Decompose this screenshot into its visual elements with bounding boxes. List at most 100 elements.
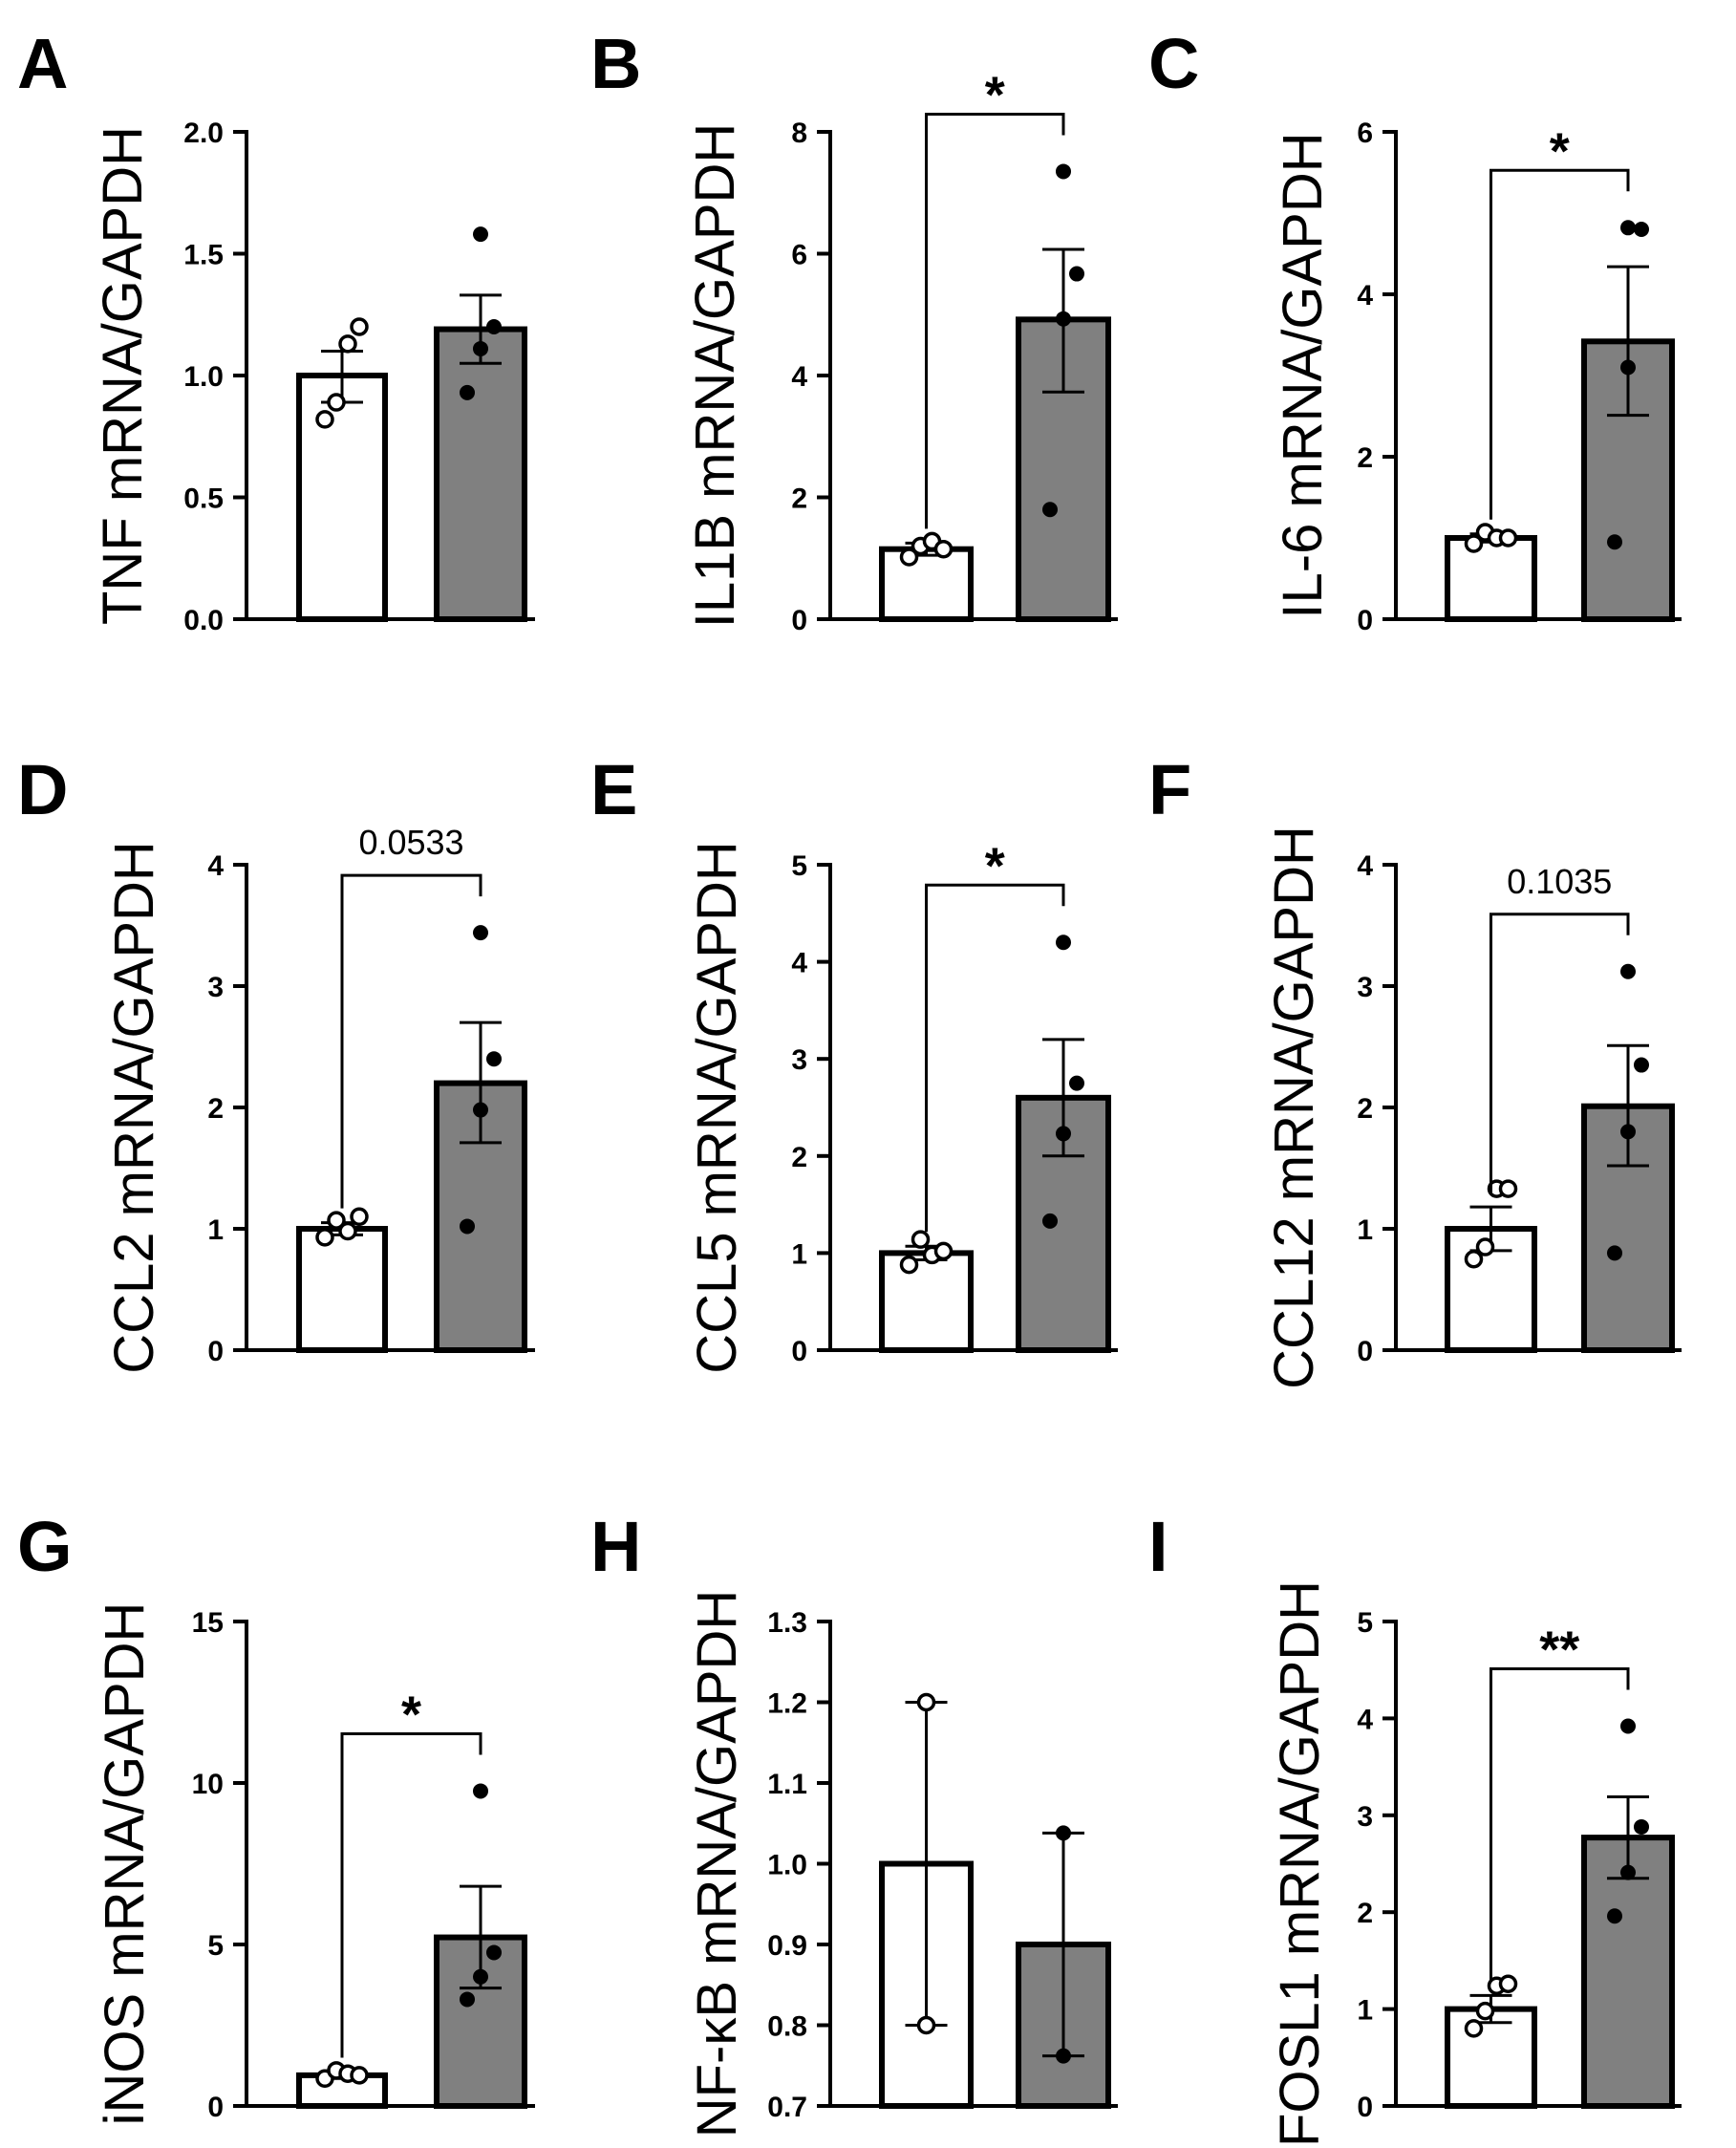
data-point-treated	[460, 1991, 475, 2008]
y-tick-label: 3	[1357, 1801, 1373, 1833]
data-point-control	[315, 410, 334, 429]
panel-B: B IL1B mRNA/GAPDH 0 2 4 6 8 *	[590, 24, 1118, 636]
data-point-treated	[473, 925, 488, 941]
data-point-treated	[1056, 2048, 1071, 2064]
y-tick-label: 2	[791, 483, 807, 515]
y-axis-label: iNOS mRNA/GAPDH	[94, 1602, 156, 2126]
panel-D: D CCL2 mRNA/GAPDH 0 1 2 3 4 0.0533	[17, 750, 535, 1374]
y-tick-label: 2	[1357, 442, 1373, 474]
data-point-treated	[473, 1968, 488, 1985]
data-point-control	[350, 317, 369, 336]
y-axis-label: TNF mRNA/GAPDH	[92, 126, 154, 625]
data-point-control	[350, 1207, 369, 1227]
panel-letter: D	[17, 750, 68, 829]
data-point-treated	[1620, 963, 1636, 979]
y-tick-label: 4	[791, 948, 807, 979]
data-point-control	[1498, 528, 1518, 548]
y-tick-label: 1	[207, 1214, 224, 1246]
y-tick-label: 2	[207, 1093, 224, 1125]
data-point-treated	[460, 384, 475, 400]
significance-bracket	[925, 112, 1065, 529]
significance-bracket	[1490, 1667, 1630, 1982]
y-tick-label: 4	[1357, 1704, 1373, 1735]
panel-E: E CCL5 mRNA/GAPDH 0 1 2 3 4 5 *	[590, 750, 1118, 1374]
panel-letter: A	[17, 24, 68, 103]
y-axis-label: FOSL1 mRNA/GAPDH	[1269, 1580, 1331, 2143]
data-point-treated	[1620, 1864, 1636, 1880]
data-point-treated	[1042, 1213, 1058, 1229]
y-tick-label: 1	[1357, 1995, 1373, 2027]
data-point-treated	[473, 226, 488, 243]
data-point-treated	[1607, 1908, 1622, 1924]
panel-letter: H	[590, 1507, 641, 1586]
bar-treated	[434, 326, 527, 622]
significance-label: 0.0533	[358, 823, 463, 862]
y-tick-label: 0	[791, 605, 807, 636]
y-tick-label: 3	[207, 972, 224, 1003]
significance-label: **	[1539, 1622, 1579, 1679]
data-point-treated	[1056, 163, 1071, 180]
y-tick-label: 4	[791, 361, 807, 393]
data-point-control	[338, 334, 357, 354]
data-point-control	[315, 1228, 334, 1247]
data-point-control	[1498, 1974, 1518, 1993]
y-tick-label: 1.3	[767, 1607, 807, 1639]
data-point-control	[933, 1241, 954, 1261]
data-point-control	[916, 1692, 936, 1712]
panel-C: C IL-6 mRNA/GAPDH 0 2 4 6 *	[1148, 24, 1682, 636]
bar-control	[879, 546, 974, 622]
panel-letter: I	[1148, 1507, 1168, 1586]
data-point-treated	[1069, 1075, 1084, 1091]
data-point-treated	[1634, 222, 1649, 237]
bar-control	[879, 1250, 974, 1354]
data-point-treated	[1634, 1057, 1649, 1073]
y-tick-label: 3	[791, 1044, 807, 1076]
y-tick-label: 6	[1357, 118, 1373, 149]
y-tick-label: 0	[1357, 605, 1373, 636]
data-point-treated	[473, 340, 488, 356]
y-tick-label: 0	[1357, 2092, 1373, 2123]
significance-bracket	[925, 883, 1065, 1233]
data-point-control	[338, 1221, 357, 1241]
panel-A: A TNF mRNA/GAPDH 0.0 0.5 1.0 1.5 2.0	[17, 24, 535, 636]
data-point-treated	[460, 1218, 475, 1235]
data-point-control	[1464, 1250, 1484, 1269]
y-tick-label: 1.0	[183, 361, 224, 393]
y-tick-label: 0	[1357, 1336, 1373, 1367]
panel-letter: B	[590, 24, 641, 103]
data-point-control	[350, 2066, 369, 2085]
y-tick-label: 4	[207, 850, 224, 882]
y-tick-label: 2.0	[183, 118, 224, 149]
data-point-treated	[1069, 266, 1084, 282]
data-point-control	[916, 2015, 936, 2035]
y-tick-label: 4	[1357, 850, 1373, 882]
y-tick-label: 0.7	[767, 2092, 807, 2123]
data-point-control	[899, 1255, 919, 1275]
y-tick-label: 5	[207, 1930, 224, 1962]
significance-label: *	[1550, 122, 1570, 180]
significance-label: *	[401, 1686, 421, 1743]
y-tick-label: 0.9	[767, 1930, 807, 1962]
significance-bracket	[1490, 168, 1630, 520]
data-point-treated	[1607, 1245, 1622, 1261]
y-axis-label: CCL5 mRNA/GAPDH	[686, 841, 748, 1374]
data-point-control	[1475, 1237, 1495, 1257]
data-point-treated	[1042, 502, 1058, 518]
y-tick-label: 0.0	[183, 605, 224, 636]
significance-bracket	[340, 873, 482, 1209]
data-point-treated	[1056, 1825, 1071, 1841]
y-tick-label: 0.5	[183, 483, 224, 515]
data-point-control	[1464, 534, 1484, 553]
data-point-treated	[473, 1783, 488, 1799]
significance-label: *	[985, 837, 1005, 894]
data-point-treated	[1620, 359, 1636, 376]
data-point-control	[327, 393, 346, 412]
bar-control	[1445, 535, 1537, 622]
data-point-control	[1475, 2001, 1495, 2021]
y-axis-label: CCL12 mRNA/GAPDH	[1263, 826, 1325, 1389]
panel-letter: E	[590, 750, 637, 829]
significance-bracket	[340, 1731, 482, 2058]
